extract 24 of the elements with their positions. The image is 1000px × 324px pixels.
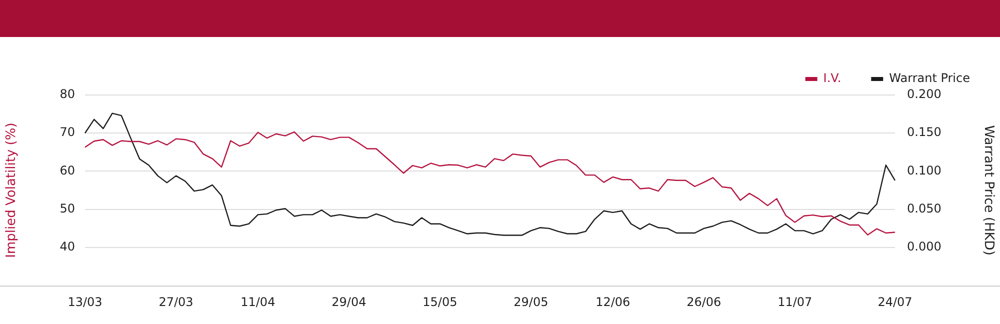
x-tick-label: 15/05 bbox=[422, 294, 458, 309]
x-tick-label: 24/07 bbox=[878, 294, 912, 309]
y-tick-label: 60 bbox=[60, 163, 75, 178]
y2-tick-label: 0.000 bbox=[907, 240, 942, 254]
y2-tick-label: 0.150 bbox=[907, 125, 942, 140]
x-tick-label: 11/04 bbox=[240, 294, 276, 309]
x-tick-label: 26/06 bbox=[686, 294, 722, 309]
y-tick-label: 70 bbox=[60, 125, 75, 140]
legend-label: Warrant Price bbox=[889, 71, 970, 86]
y2-axis-title: Warrant Price (HKD) bbox=[980, 125, 996, 256]
x-tick-label: 29/05 bbox=[514, 294, 548, 309]
x-tick-label: 29/04 bbox=[332, 294, 366, 309]
y-tick-label: 40 bbox=[60, 240, 75, 254]
legend-label: I.V. bbox=[823, 71, 842, 86]
y2-tick-label: 0.050 bbox=[907, 201, 942, 216]
x-tick-label: 13/03 bbox=[68, 294, 102, 309]
x-tick-label: 27/03 bbox=[158, 294, 194, 309]
x-tick-label: 12/06 bbox=[596, 294, 630, 309]
y2-tick-label: 0.200 bbox=[907, 87, 942, 102]
x-tick-label: 11/07 bbox=[778, 294, 812, 309]
y2-tick-label: 0.100 bbox=[907, 163, 942, 178]
y-axis-title: Implied Volatility (%) bbox=[4, 122, 20, 258]
y-tick-label: 80 bbox=[60, 87, 75, 102]
y-tick-label: 50 bbox=[60, 201, 75, 216]
